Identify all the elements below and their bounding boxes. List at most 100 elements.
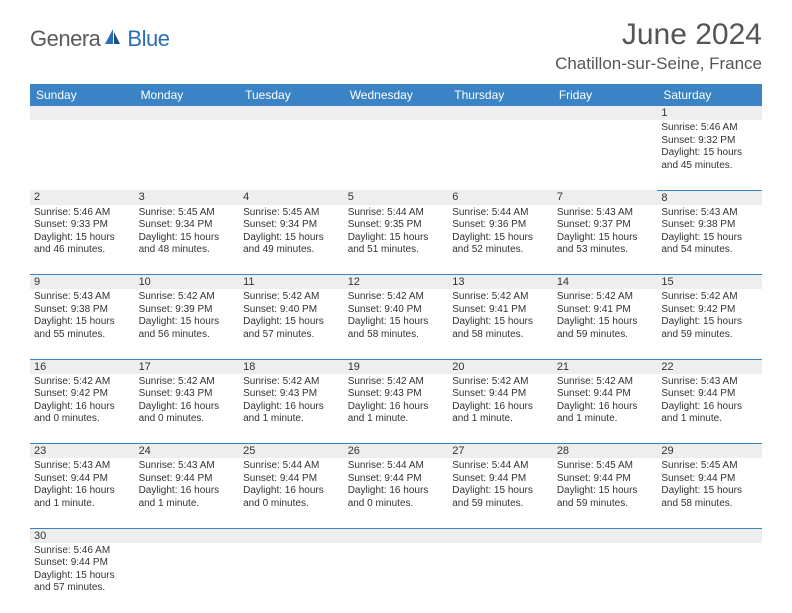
daylight-text: Daylight: 16 hours — [34, 401, 131, 414]
sunset-text: Sunset: 9:42 PM — [34, 388, 131, 401]
day-number-cell: 19 — [344, 359, 449, 374]
day-number: 1 — [661, 107, 667, 119]
sunset-text: Sunset: 9:44 PM — [243, 473, 340, 486]
day-number: 29 — [661, 445, 673, 457]
day-number-cell: 25 — [239, 444, 344, 459]
sunset-text: Sunset: 9:34 PM — [139, 219, 236, 232]
daylight-text: Daylight: 15 hours — [348, 316, 445, 329]
daylight-text: and 0 minutes. — [348, 498, 445, 511]
day-number-cell: 28 — [553, 444, 658, 459]
sunset-text: Sunset: 9:40 PM — [348, 304, 445, 317]
day-number: 4 — [243, 191, 249, 203]
day-number-cell: 13 — [448, 275, 553, 290]
day-number-cell: 11 — [239, 275, 344, 290]
day-number: 13 — [452, 276, 464, 288]
daylight-text: Daylight: 15 hours — [661, 232, 758, 245]
daylight-text: and 1 minute. — [348, 413, 445, 426]
sunset-text: Sunset: 9:36 PM — [452, 219, 549, 232]
daylight-text: and 55 minutes. — [34, 329, 131, 342]
day-number: 16 — [34, 361, 46, 373]
day-number: 3 — [139, 191, 145, 203]
daylight-text: and 57 minutes. — [243, 329, 340, 342]
day-number-cell: 27 — [448, 444, 553, 459]
daylight-text: Daylight: 15 hours — [557, 316, 654, 329]
sunrise-text: Sunrise: 5:45 AM — [661, 460, 758, 473]
daylight-text: and 57 minutes. — [34, 582, 131, 595]
daylight-text: Daylight: 16 hours — [243, 401, 340, 414]
daynum-row: 30 — [30, 528, 762, 543]
sunrise-text: Sunrise: 5:44 AM — [452, 207, 549, 220]
day-number: 19 — [348, 361, 360, 373]
day-header: Wednesday — [344, 84, 449, 106]
day-header: Monday — [135, 84, 240, 106]
day-cell: Sunrise: 5:43 AMSunset: 9:44 PMDaylight:… — [657, 374, 762, 444]
day-number: 24 — [139, 445, 151, 457]
daylight-text: and 58 minutes. — [452, 329, 549, 342]
daylight-text: and 1 minute. — [452, 413, 549, 426]
daylight-text: and 59 minutes. — [557, 498, 654, 511]
daylight-text: Daylight: 15 hours — [452, 316, 549, 329]
day-cell: Sunrise: 5:42 AMSunset: 9:43 PMDaylight:… — [135, 374, 240, 444]
daylight-text: and 58 minutes. — [348, 329, 445, 342]
sunset-text: Sunset: 9:44 PM — [557, 473, 654, 486]
day-cell — [239, 120, 344, 190]
sunset-text: Sunset: 9:43 PM — [243, 388, 340, 401]
sunrise-text: Sunrise: 5:46 AM — [34, 545, 131, 558]
sunset-text: Sunset: 9:42 PM — [661, 304, 758, 317]
sunset-text: Sunset: 9:44 PM — [452, 388, 549, 401]
calendar-table: Sunday Monday Tuesday Wednesday Thursday… — [30, 84, 762, 613]
daylight-text: Daylight: 15 hours — [452, 232, 549, 245]
daylight-text: and 0 minutes. — [139, 413, 236, 426]
sunset-text: Sunset: 9:40 PM — [243, 304, 340, 317]
day-cell: Sunrise: 5:46 AMSunset: 9:44 PMDaylight:… — [30, 543, 135, 613]
day-number-cell: 30 — [30, 528, 135, 543]
sunrise-text: Sunrise: 5:42 AM — [139, 291, 236, 304]
day-number-cell: 21 — [553, 359, 658, 374]
daylight-text: Daylight: 16 hours — [243, 485, 340, 498]
sunset-text: Sunset: 9:44 PM — [139, 473, 236, 486]
page-header: Genera Blue June 2024 Chatillon-sur-Sein… — [30, 18, 762, 74]
day-cell: Sunrise: 5:42 AMSunset: 9:44 PMDaylight:… — [448, 374, 553, 444]
sunset-text: Sunset: 9:34 PM — [243, 219, 340, 232]
day-number-cell — [135, 528, 240, 543]
day-number: 27 — [452, 445, 464, 457]
sunset-text: Sunset: 9:43 PM — [139, 388, 236, 401]
day-cell: Sunrise: 5:42 AMSunset: 9:43 PMDaylight:… — [239, 374, 344, 444]
sunrise-text: Sunrise: 5:42 AM — [661, 291, 758, 304]
daylight-text: and 45 minutes. — [661, 160, 758, 173]
day-number: 7 — [557, 191, 563, 203]
day-number-cell — [30, 106, 135, 120]
sunset-text: Sunset: 9:35 PM — [348, 219, 445, 232]
day-number-cell — [344, 106, 449, 120]
sunrise-text: Sunrise: 5:42 AM — [243, 376, 340, 389]
sunset-text: Sunset: 9:44 PM — [661, 473, 758, 486]
daylight-text: Daylight: 15 hours — [557, 232, 654, 245]
day-number-cell — [553, 528, 658, 543]
day-header: Saturday — [657, 84, 762, 106]
sunrise-text: Sunrise: 5:44 AM — [348, 460, 445, 473]
day-cell: Sunrise: 5:44 AMSunset: 9:36 PMDaylight:… — [448, 205, 553, 275]
daylight-text: Daylight: 15 hours — [661, 316, 758, 329]
week-row: Sunrise: 5:42 AMSunset: 9:42 PMDaylight:… — [30, 374, 762, 444]
day-cell: Sunrise: 5:44 AMSunset: 9:44 PMDaylight:… — [344, 458, 449, 528]
sunset-text: Sunset: 9:44 PM — [557, 388, 654, 401]
day-number-cell: 26 — [344, 444, 449, 459]
location-label: Chatillon-sur-Seine, France — [555, 54, 762, 74]
daylight-text: Daylight: 15 hours — [661, 147, 758, 160]
daylight-text: and 1 minute. — [243, 413, 340, 426]
daylight-text: and 48 minutes. — [139, 244, 236, 257]
week-row: Sunrise: 5:46 AMSunset: 9:33 PMDaylight:… — [30, 205, 762, 275]
daylight-text: Daylight: 16 hours — [348, 401, 445, 414]
day-cell: Sunrise: 5:43 AMSunset: 9:37 PMDaylight:… — [553, 205, 658, 275]
daylight-text: and 1 minute. — [661, 413, 758, 426]
sunrise-text: Sunrise: 5:44 AM — [243, 460, 340, 473]
daylight-text: and 0 minutes. — [243, 498, 340, 511]
daynum-row: 23242526272829 — [30, 444, 762, 459]
sunrise-text: Sunrise: 5:43 AM — [661, 376, 758, 389]
daylight-text: Daylight: 16 hours — [557, 401, 654, 414]
daylight-text: Daylight: 16 hours — [348, 485, 445, 498]
day-number-cell: 4 — [239, 190, 344, 205]
day-number: 14 — [557, 276, 569, 288]
daylight-text: and 51 minutes. — [348, 244, 445, 257]
day-cell: Sunrise: 5:42 AMSunset: 9:40 PMDaylight:… — [344, 289, 449, 359]
